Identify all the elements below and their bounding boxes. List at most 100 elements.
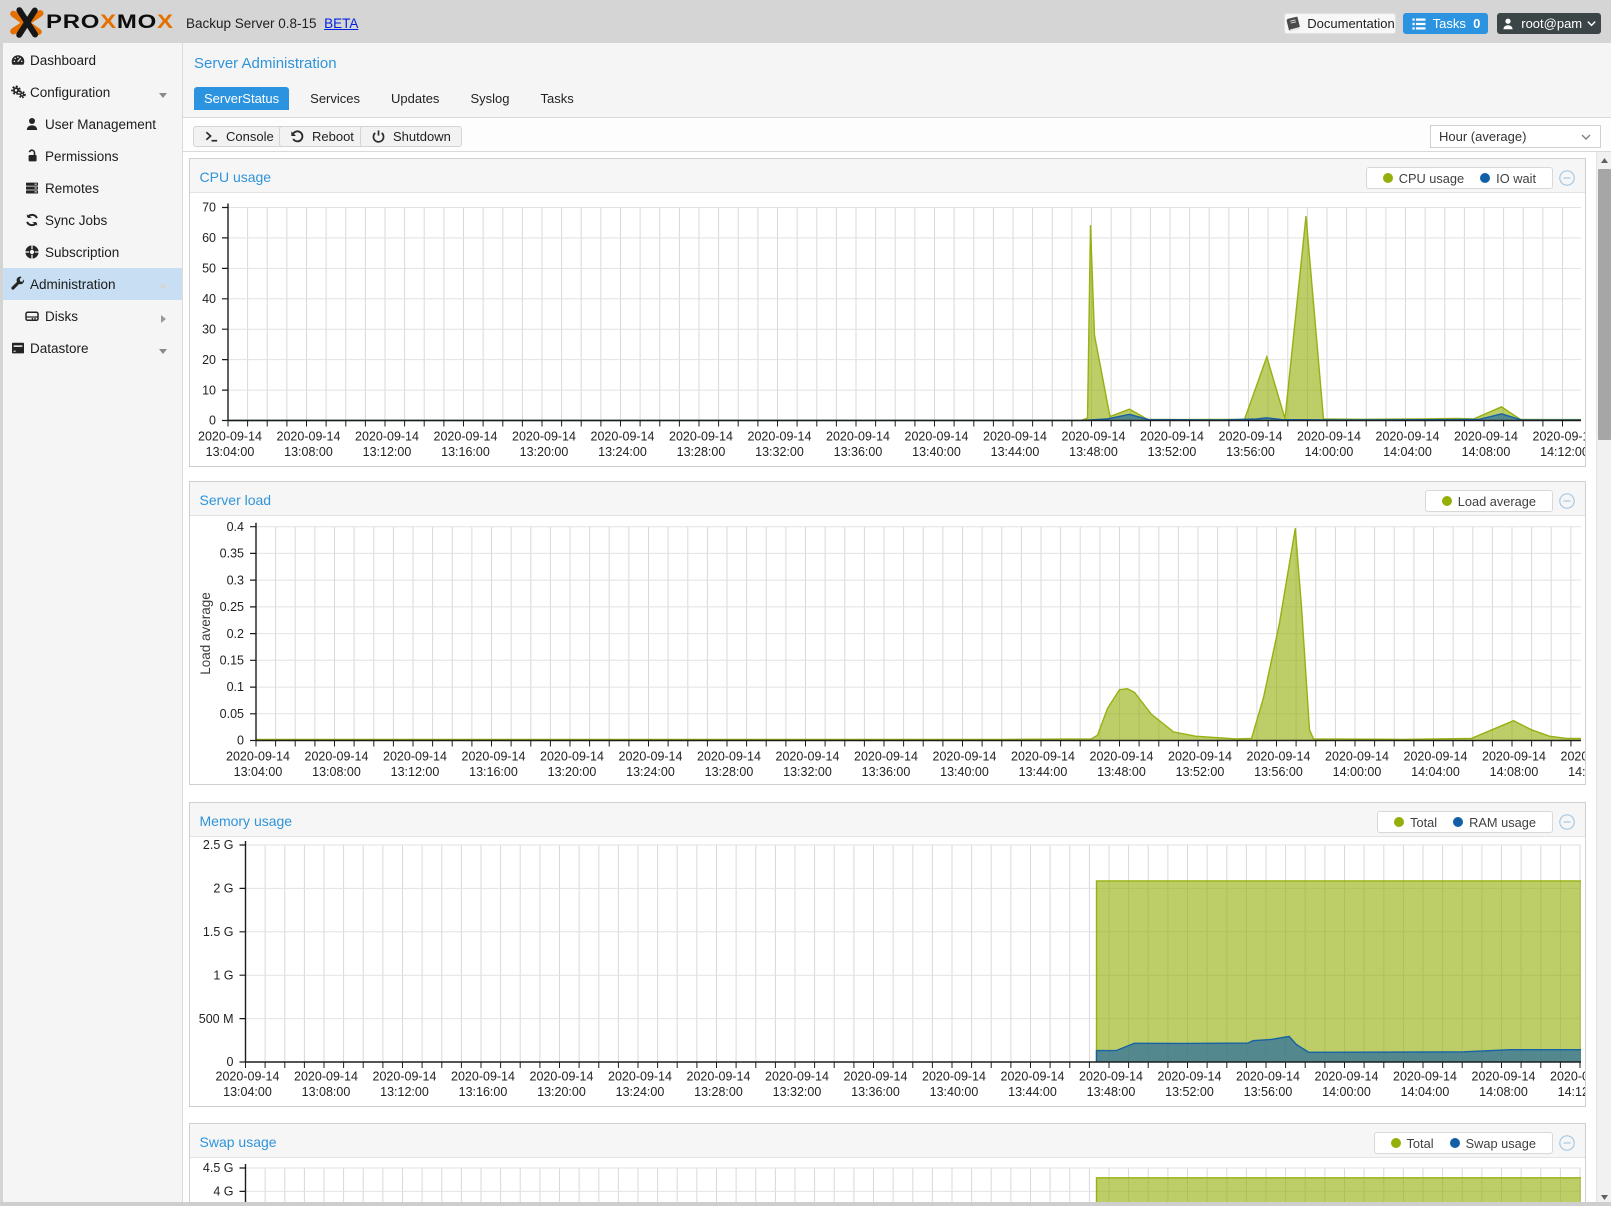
svg-text:60: 60: [202, 231, 216, 245]
svg-text:13:40:00: 13:40:00: [929, 1085, 978, 1099]
svg-text:13:04:00: 13:04:00: [205, 445, 254, 459]
svg-text:13:12:00: 13:12:00: [380, 1085, 429, 1099]
svg-text:13:28:00: 13:28:00: [694, 1085, 743, 1099]
svg-text:2020-09-14: 2020-09-14: [765, 1069, 829, 1083]
svg-text:14:00:00: 14:00:00: [1332, 765, 1381, 779]
svg-text:2020-09-14: 2020-09-14: [1218, 430, 1282, 444]
svg-text:1.5 G: 1.5 G: [202, 925, 233, 939]
svg-text:0.15: 0.15: [219, 654, 243, 668]
svg-text:2020-09-14: 2020-09-14: [1246, 749, 1310, 763]
svg-text:2020-09-14: 2020-09-14: [747, 430, 811, 444]
svg-text:0.35: 0.35: [219, 547, 243, 561]
svg-text:13:32:00: 13:32:00: [783, 765, 832, 779]
svg-text:2020-09-14: 2020-09-14: [1140, 430, 1204, 444]
svg-text:2020-09-14: 2020-09-14: [854, 749, 918, 763]
svg-text:2020-09-14: 2020-09-14: [540, 749, 604, 763]
svg-text:13:56:00: 13:56:00: [1243, 1085, 1292, 1099]
svg-text:13:52:00: 13:52:00: [1165, 1085, 1214, 1099]
svg-text:2020-09-14: 2020-09-14: [590, 430, 654, 444]
svg-text:2020-09-14: 2020-09-14: [1375, 430, 1439, 444]
svg-text:50: 50: [202, 262, 216, 276]
svg-text:13:12:00: 13:12:00: [390, 765, 439, 779]
svg-text:2020-09-14: 2020-09-14: [1393, 1069, 1457, 1083]
svg-text:2020-09-14: 2020-09-14: [1000, 1069, 1064, 1083]
svg-text:2020-09-14: 2020-09-14: [1314, 1069, 1378, 1083]
svg-text:2020-09-14: 2020-09-14: [226, 749, 290, 763]
svg-text:13:12:00: 13:12:00: [362, 445, 411, 459]
svg-text:0.1: 0.1: [226, 680, 243, 694]
svg-text:13:36:00: 13:36:00: [861, 765, 910, 779]
svg-text:2020-09-14: 2020-09-14: [618, 749, 682, 763]
svg-text:13:32:00: 13:32:00: [755, 445, 804, 459]
svg-text:13:08:00: 13:08:00: [301, 1085, 350, 1099]
svg-text:2.5 G: 2.5 G: [202, 838, 233, 852]
svg-text:4 G: 4 G: [213, 1185, 233, 1199]
svg-text:4.5 G: 4.5 G: [202, 1161, 233, 1175]
svg-text:14:12:00: 14:12:00: [1557, 1085, 1585, 1099]
svg-text:500 M: 500 M: [198, 1012, 233, 1026]
svg-text:14:08:00: 14:08:00: [1489, 765, 1538, 779]
svg-text:0: 0: [209, 414, 216, 428]
svg-text:2020-09-14: 2020-09-14: [276, 430, 340, 444]
svg-text:13:36:00: 13:36:00: [833, 445, 882, 459]
svg-text:2020-09-14: 2020-09-14: [1560, 749, 1585, 763]
svg-text:2020-09-14: 2020-09-14: [1079, 1069, 1143, 1083]
svg-text:2020-09-14: 2020-09-14: [529, 1069, 593, 1083]
svg-text:2020-09-14: 2020-09-14: [932, 749, 996, 763]
svg-text:2020-09-14: 2020-09-14: [1297, 430, 1361, 444]
svg-text:14:12:00: 14:12:00: [1540, 445, 1585, 459]
svg-text:2020-09-14: 2020-09-14: [383, 749, 447, 763]
svg-text:2020-09-14: 2020-09-14: [1532, 430, 1585, 444]
svg-text:2020-09-14: 2020-09-14: [1089, 749, 1153, 763]
svg-text:2020-09-14: 2020-09-14: [1550, 1069, 1585, 1083]
svg-text:2020-09-14: 2020-09-14: [608, 1069, 672, 1083]
svg-text:2020-09-14: 2020-09-14: [512, 430, 576, 444]
svg-text:2020-09-14: 2020-09-14: [826, 430, 890, 444]
svg-text:2020-09-14: 2020-09-14: [686, 1069, 750, 1083]
svg-text:2020-09-14: 2020-09-14: [669, 430, 733, 444]
svg-text:30: 30: [202, 322, 216, 336]
svg-text:40: 40: [202, 292, 216, 306]
svg-text:13:04:00: 13:04:00: [223, 1085, 272, 1099]
svg-text:20: 20: [202, 353, 216, 367]
svg-text:14:08:00: 14:08:00: [1461, 445, 1510, 459]
svg-text:14:04:00: 14:04:00: [1411, 765, 1460, 779]
svg-text:70: 70: [202, 201, 216, 215]
svg-text:13:20:00: 13:20:00: [519, 445, 568, 459]
svg-text:13:36:00: 13:36:00: [851, 1085, 900, 1099]
svg-text:13:28:00: 13:28:00: [676, 445, 725, 459]
svg-text:2020-09-14: 2020-09-14: [433, 430, 497, 444]
svg-text:13:44:00: 13:44:00: [1018, 765, 1067, 779]
svg-text:14:00:00: 14:00:00: [1322, 1085, 1371, 1099]
svg-text:2020-09-14: 2020-09-14: [1325, 749, 1389, 763]
svg-text:2020-09-14: 2020-09-14: [922, 1069, 986, 1083]
svg-text:2020-09-14: 2020-09-14: [775, 749, 839, 763]
svg-text:2020-09-14: 2020-09-14: [1011, 749, 1075, 763]
svg-text:13:44:00: 13:44:00: [990, 445, 1039, 459]
svg-text:2020-09-14: 2020-09-14: [1482, 749, 1546, 763]
svg-text:2020-09-14: 2020-09-14: [372, 1069, 436, 1083]
svg-text:Load average: Load average: [198, 592, 213, 675]
svg-text:13:16:00: 13:16:00: [469, 765, 518, 779]
svg-text:13:52:00: 13:52:00: [1175, 765, 1224, 779]
svg-text:0.4: 0.4: [226, 520, 243, 534]
svg-text:10: 10: [202, 383, 216, 397]
svg-text:13:24:00: 13:24:00: [626, 765, 675, 779]
svg-text:0.25: 0.25: [219, 600, 243, 614]
svg-text:13:16:00: 13:16:00: [458, 1085, 507, 1099]
svg-text:2020-09-14: 2020-09-14: [198, 430, 262, 444]
svg-text:14:12:00: 14:12:00: [1568, 765, 1585, 779]
svg-text:14:00:00: 14:00:00: [1304, 445, 1353, 459]
svg-text:0.05: 0.05: [219, 707, 243, 721]
svg-text:14:08:00: 14:08:00: [1479, 1085, 1528, 1099]
svg-text:13:20:00: 13:20:00: [537, 1085, 586, 1099]
svg-text:13:40:00: 13:40:00: [940, 765, 989, 779]
svg-text:13:48:00: 13:48:00: [1069, 445, 1118, 459]
svg-text:2020-09-14: 2020-09-14: [1454, 430, 1518, 444]
svg-text:13:04:00: 13:04:00: [233, 765, 282, 779]
svg-text:14:04:00: 14:04:00: [1400, 1085, 1449, 1099]
svg-text:13:56:00: 13:56:00: [1254, 765, 1303, 779]
svg-text:2020-09-14: 2020-09-14: [1061, 430, 1125, 444]
svg-text:2020-09-14: 2020-09-14: [1157, 1069, 1221, 1083]
svg-text:2020-09-14: 2020-09-14: [461, 749, 525, 763]
